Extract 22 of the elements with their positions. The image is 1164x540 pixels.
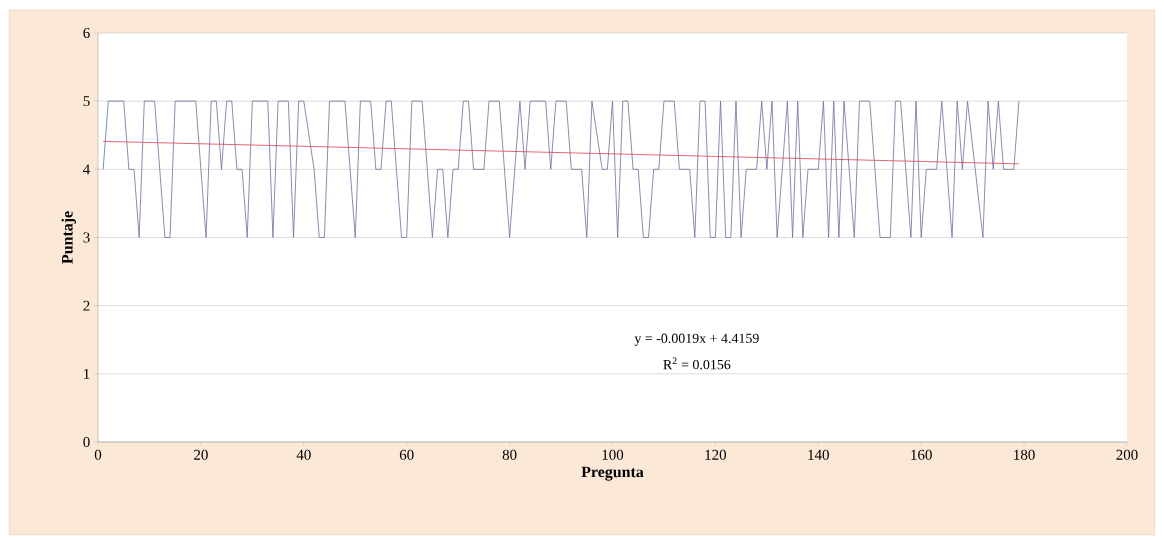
annotation: R$^{2}$ = 0.0156 — [663, 357, 731, 370]
x-tick-label: 40 — [296, 449, 311, 460]
x-tick-label: 0 — [94, 449, 102, 460]
x-tick-label: 140 — [808, 449, 829, 460]
x-tick-label: 180 — [1014, 449, 1035, 460]
x-axis-title: Pregunta — [581, 466, 644, 481]
x-tick-label: 160 — [911, 449, 932, 460]
y-tick-label: 6 — [83, 27, 90, 38]
y-tick-label: 2 — [83, 300, 90, 311]
x-tick-label: 80 — [502, 449, 517, 460]
x-tick-label: 60 — [399, 449, 414, 460]
y-tick-label: 4 — [83, 164, 90, 175]
x-tick-label: 100 — [602, 449, 624, 460]
y-tick-label: 5 — [83, 96, 90, 107]
y-tick-label: 1 — [84, 368, 90, 379]
x-tick-label: 120 — [705, 449, 727, 460]
y-tick-label: 3 — [83, 232, 90, 243]
x-tick-label: 200 — [1116, 449, 1138, 460]
y-tick-label: 0 — [83, 436, 90, 448]
annotation: y = -0.0019x + 4.4159 — [634, 333, 759, 346]
x-tick-label: 20 — [194, 449, 208, 460]
y-axis-title: Puntaje — [61, 211, 76, 264]
